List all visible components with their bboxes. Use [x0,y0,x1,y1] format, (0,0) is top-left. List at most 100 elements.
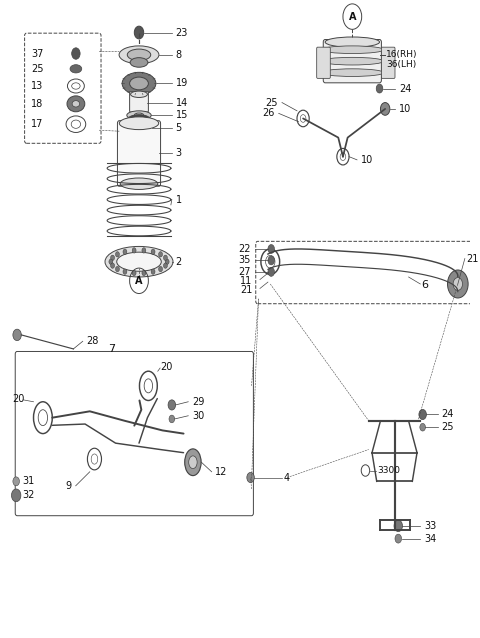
Text: 2: 2 [176,256,182,267]
Ellipse shape [127,49,151,61]
Text: 3300: 3300 [377,466,400,475]
Circle shape [247,472,254,482]
Text: 33: 33 [424,521,436,531]
Text: 10: 10 [361,155,373,165]
Circle shape [268,256,275,265]
Circle shape [12,489,21,501]
Text: 25: 25 [31,64,44,74]
Text: 16(RH): 16(RH) [386,50,418,59]
Circle shape [376,84,383,93]
Ellipse shape [130,57,148,67]
Text: 21: 21 [240,285,252,295]
Ellipse shape [120,117,159,130]
Ellipse shape [321,57,384,65]
Text: 26: 26 [263,108,275,119]
Text: 36(LH): 36(LH) [386,60,416,69]
Text: 25: 25 [266,98,278,108]
Circle shape [158,251,163,257]
Text: 1: 1 [176,195,182,205]
Text: 19: 19 [176,78,188,89]
Ellipse shape [67,96,85,112]
Text: 13: 13 [31,81,43,91]
Text: 24: 24 [442,410,454,420]
Ellipse shape [130,77,148,90]
Ellipse shape [105,246,173,277]
Circle shape [151,269,155,274]
Text: 20: 20 [12,394,25,404]
Ellipse shape [120,178,158,189]
Text: 5: 5 [176,123,182,133]
Text: 9: 9 [66,481,72,491]
Text: 4: 4 [283,473,289,482]
FancyBboxPatch shape [125,119,153,137]
Circle shape [110,255,115,260]
Ellipse shape [185,449,201,475]
Text: 8: 8 [176,50,182,60]
Text: A: A [135,276,143,286]
Ellipse shape [189,456,197,468]
Circle shape [116,251,120,257]
FancyBboxPatch shape [317,47,330,78]
FancyBboxPatch shape [118,121,161,186]
Circle shape [109,259,113,264]
Circle shape [168,400,176,410]
Ellipse shape [127,111,151,120]
Ellipse shape [70,64,82,73]
Text: 17: 17 [31,119,44,130]
Text: 23: 23 [176,27,188,38]
Text: 22: 22 [239,244,251,254]
Text: 24: 24 [399,84,411,94]
Text: 34: 34 [424,533,436,544]
Circle shape [164,255,168,260]
Ellipse shape [122,72,156,94]
Circle shape [381,103,390,115]
FancyBboxPatch shape [382,47,395,78]
Circle shape [165,259,169,264]
Circle shape [151,249,155,255]
Circle shape [142,248,146,253]
Circle shape [419,410,426,420]
Ellipse shape [325,37,380,47]
Circle shape [447,270,468,298]
Ellipse shape [72,101,80,107]
Circle shape [158,267,163,272]
Ellipse shape [119,46,159,64]
Text: A: A [348,11,356,22]
Circle shape [110,263,115,269]
Text: 37: 37 [31,48,44,59]
Text: 31: 31 [23,477,35,486]
Text: 32: 32 [23,491,35,500]
Circle shape [132,271,136,276]
Circle shape [134,26,144,39]
Circle shape [13,477,20,486]
Ellipse shape [117,252,161,271]
Text: 21: 21 [466,253,479,263]
Text: 29: 29 [192,397,204,407]
Ellipse shape [134,113,144,117]
FancyBboxPatch shape [130,92,148,112]
Circle shape [169,415,175,423]
Text: 20: 20 [160,362,172,372]
Text: 7: 7 [108,344,116,354]
Text: 25: 25 [442,422,454,432]
Circle shape [72,48,80,59]
Circle shape [116,267,120,272]
FancyBboxPatch shape [323,40,382,83]
Circle shape [268,267,275,276]
Circle shape [123,269,127,274]
Text: 12: 12 [216,467,228,477]
Circle shape [453,278,463,290]
Ellipse shape [131,91,147,98]
Text: 18: 18 [31,99,43,109]
Ellipse shape [321,69,384,77]
Text: 28: 28 [86,336,99,346]
Text: 30: 30 [192,411,204,421]
Ellipse shape [126,115,152,129]
Text: 15: 15 [176,110,188,121]
Circle shape [142,271,146,276]
Circle shape [132,248,136,253]
Circle shape [164,263,168,269]
Circle shape [420,424,425,431]
Circle shape [268,244,275,253]
Text: 6: 6 [421,280,428,290]
